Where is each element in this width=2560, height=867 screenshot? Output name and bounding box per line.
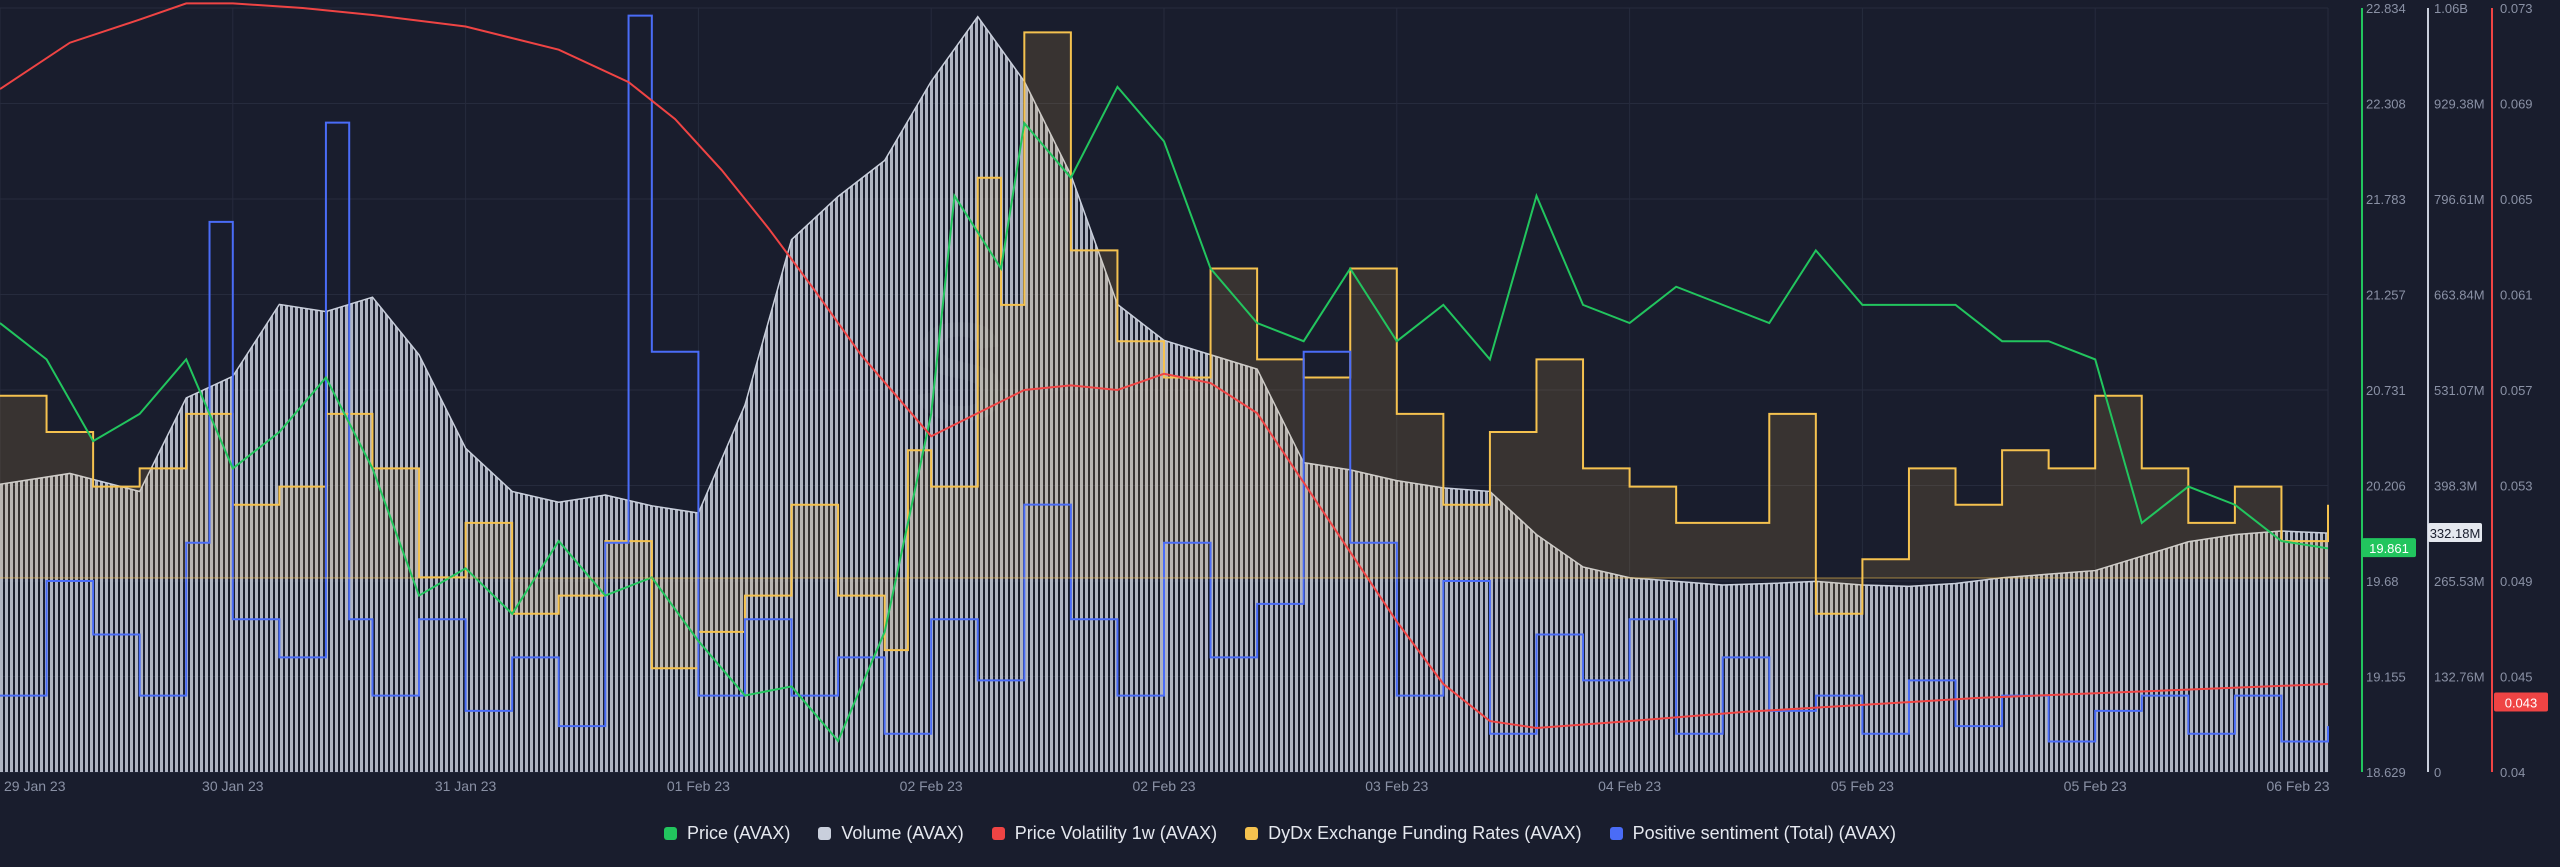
volatility-current-badge: 0.043 [2505, 696, 2538, 711]
funding-rate-area [0, 31, 2329, 670]
volatility-axis-tick: 0.057 [2500, 383, 2533, 398]
price-axis-tick: 21.257 [2366, 288, 2406, 303]
chart-canvas: S 22.83422.30821.78321.25720.73120.20619… [0, 1, 2548, 794]
sentiment-line [0, 14, 2329, 743]
current-value-badges: 19.861 332.18M 0.043 [2362, 523, 2548, 712]
volume-axis-tick: 1.06B [2434, 1, 2468, 16]
volume-area-edge [0, 15, 2329, 588]
legend-swatch [1609, 826, 1623, 840]
price-line-path [0, 85, 2329, 743]
price-axis-tick: 22.834 [2366, 1, 2406, 16]
price-line [0, 85, 2329, 743]
price-current-badge: 19.861 [2369, 541, 2409, 556]
price-axis-tick: 21.783 [2366, 192, 2406, 207]
sentiment-line-path [0, 14, 2329, 743]
volatility-axis-tick: 0.061 [2500, 288, 2533, 303]
price-axis-tick: 20.731 [2366, 383, 2406, 398]
x-tick-label: 30 Jan 23 [202, 778, 264, 794]
x-tick-label: 04 Feb 23 [1598, 778, 1661, 794]
axes: 22.834 22.308 21.783 21.257 20.731 20.206 19.6… [2361, 1, 2533, 780]
x-tick-label: 03 Feb 23 [1365, 778, 1428, 794]
volatility-line [0, 2, 2329, 730]
price-axis-tick: 22.308 [2366, 97, 2406, 112]
legend-item[interactable]: Price (AVAX) [663, 822, 791, 844]
volume-axis-tick: 929.38M [2434, 97, 2485, 112]
volatility-line-path [0, 2, 2329, 730]
x-tick-label: 29 Jan 23 [4, 778, 66, 794]
volume-axis-tick: 398.3M [2434, 479, 2477, 494]
volume-current-badge: 332.18M [2430, 526, 2481, 541]
legend-swatch [991, 826, 1005, 840]
legend-label: DyDx Exchange Funding Rates (AVAX) [1268, 822, 1582, 843]
volume-area-fill [0, 16, 2328, 773]
volatility-axis-tick: 0.069 [2500, 97, 2533, 112]
legend-item[interactable]: Volume (AVAX) [818, 822, 964, 844]
volume-area [0, 15, 2329, 773]
volume-axis-tick: 132.76M [2434, 670, 2485, 685]
legend-item[interactable]: DyDx Exchange Funding Rates (AVAX) [1245, 822, 1582, 844]
x-tick-label: 01 Feb 23 [667, 778, 730, 794]
volatility-axis-tick: 0.065 [2500, 192, 2533, 207]
legend-item[interactable]: Positive sentiment (Total) (AVAX) [1609, 822, 1897, 844]
price-axis-tick: 19.155 [2366, 670, 2406, 685]
volatility-axis-tick: 0.049 [2500, 574, 2533, 589]
legend-label: Positive sentiment (Total) (AVAX) [1632, 822, 1897, 843]
volume-axis-tick: 796.61M [2434, 192, 2485, 207]
funding-rate-line [0, 31, 2329, 670]
legend-label: Price Volatility 1w (AVAX) [1014, 822, 1218, 843]
x-tick-label: 02 Feb 23 [900, 778, 963, 794]
volatility-axis-tick: 0.04 [2500, 765, 2525, 780]
x-tick-label: 05 Feb 23 [2064, 778, 2127, 794]
volume-axis-tick: 531.07M [2434, 383, 2485, 398]
legend-swatch [1245, 826, 1259, 840]
x-axis-ticks: 29 Jan 23 30 Jan 23 31 Jan 23 01 Feb 23 02 F… [4, 778, 2330, 794]
legend: Price (AVAX) Volume (AVAX) Price Volatilit… [0, 818, 2560, 848]
volatility-axis-tick: 0.045 [2500, 670, 2533, 685]
volume-axis-tick: 0 [2434, 765, 2441, 780]
legend-label: Volume (AVAX) [841, 822, 964, 843]
x-tick-label: 02 Feb 23 [1132, 778, 1195, 794]
legend-swatch [663, 826, 677, 840]
volume-axis-tick: 663.84M [2434, 288, 2485, 303]
x-tick-label: 06 Feb 23 [2266, 778, 2329, 794]
price-axis-tick: 20.206 [2366, 479, 2406, 494]
price-current-badge-bg [2362, 538, 2416, 558]
legend-item[interactable]: Price Volatility 1w (AVAX) [991, 822, 1218, 844]
volume-current-badge-bg [2428, 523, 2482, 543]
volume-axis-tick: 265.53M [2434, 574, 2485, 589]
price-axis-tick: 18.629 [2366, 765, 2406, 780]
volatility-axis-tick: 0.073 [2500, 1, 2533, 16]
x-tick-label: 05 Feb 23 [1831, 778, 1894, 794]
legend-swatch [818, 826, 832, 840]
volatility-current-badge-bg [2494, 692, 2548, 712]
legend-label: Price (AVAX) [686, 822, 791, 843]
x-tick-label: 31 Jan 23 [435, 778, 497, 794]
volatility-axis-tick: 0.053 [2500, 479, 2533, 494]
price-axis-tick: 19.68 [2366, 574, 2399, 589]
